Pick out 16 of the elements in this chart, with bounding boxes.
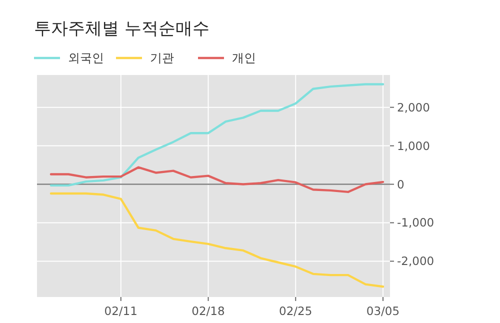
x-tick-label: 02/11 [104, 304, 138, 318]
line-series [50, 83, 384, 187]
x-tick-label: 02/25 [279, 304, 312, 318]
y-tick-label: -2,000 [397, 254, 434, 268]
y-tick-label: 1,000 [397, 138, 430, 153]
x-tick-label: 03/05 [366, 304, 400, 318]
chart-title: 투자주체별 누적순매수 [34, 19, 210, 39]
y-tick-label: -1,000 [397, 216, 434, 230]
legend-label: 기관 [150, 51, 174, 65]
y-tick-label: 0 [397, 177, 404, 192]
x-tick-label: 02/18 [192, 304, 225, 318]
legend-label: 개인 [232, 51, 256, 65]
line-series [50, 166, 384, 194]
line-series [50, 192, 384, 288]
legend-label: 외국인 [68, 51, 104, 65]
y-tick-label: 2,000 [397, 100, 430, 114]
